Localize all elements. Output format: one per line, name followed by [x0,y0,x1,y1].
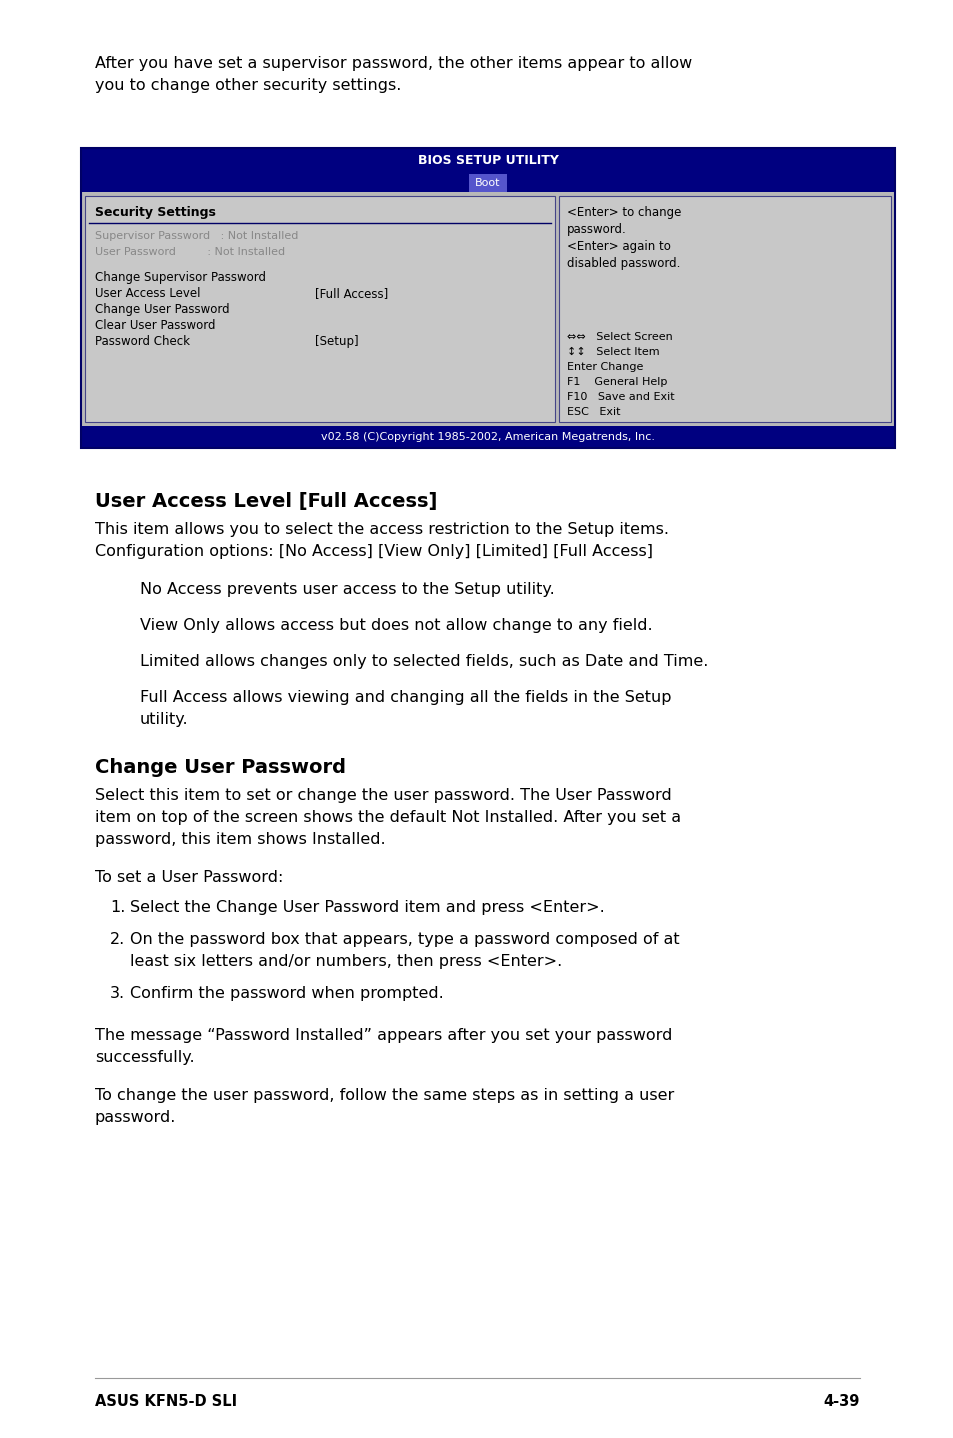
Text: Configuration options: [No Access] [View Only] [Limited] [Full Access]: Configuration options: [No Access] [View… [95,544,652,559]
Text: Security Settings: Security Settings [95,206,215,219]
Text: 3.: 3. [110,986,125,1001]
Text: disabled password.: disabled password. [566,257,679,270]
Text: This item allows you to select the access restriction to the Setup items.: This item allows you to select the acces… [95,522,668,536]
Text: Change User Password: Change User Password [95,758,346,777]
Text: v02.58 (C)Copyright 1985-2002, American Megatrends, Inc.: v02.58 (C)Copyright 1985-2002, American … [320,431,655,441]
Text: Select this item to set or change the user password. The User Password: Select this item to set or change the us… [95,788,671,802]
Text: F10   Save and Exit: F10 Save and Exit [566,393,674,403]
Text: Limited allows changes only to selected fields, such as Date and Time.: Limited allows changes only to selected … [140,654,708,669]
Text: After you have set a supervisor password, the other items appear to allow: After you have set a supervisor password… [95,56,692,70]
Text: Enter Change: Enter Change [566,362,642,372]
Text: Select the Change User Password item and press <Enter>.: Select the Change User Password item and… [130,900,604,915]
Text: password.: password. [95,1110,176,1125]
Text: ⇔⇔   Select Screen: ⇔⇔ Select Screen [566,332,672,342]
Text: ↕↕   Select Item: ↕↕ Select Item [566,347,659,357]
Text: Full Access allows viewing and changing all the fields in the Setup: Full Access allows viewing and changing … [140,690,671,705]
Text: ASUS KFN5-D SLI: ASUS KFN5-D SLI [95,1393,237,1409]
Text: F1    General Help: F1 General Help [566,377,667,387]
Text: User Access Level: User Access Level [95,288,200,301]
Text: Supervisor Password   : Not Installed: Supervisor Password : Not Installed [95,232,298,242]
Text: <Enter> again to: <Enter> again to [566,240,670,253]
Text: [Setup]: [Setup] [314,335,358,348]
Text: [Full Access]: [Full Access] [314,288,388,301]
Bar [558,196,890,421]
Bar [81,148,894,449]
Text: On the password box that appears, type a password composed of at: On the password box that appears, type a… [130,932,679,948]
Text: View Only allows access but does not allow change to any field.: View Only allows access but does not all… [140,618,652,633]
Text: password.: password. [566,223,626,236]
Text: ESC   Exit: ESC Exit [566,407,619,417]
Text: The message “Password Installed” appears after you set your password: The message “Password Installed” appears… [95,1028,672,1043]
Bar [81,193,894,426]
Text: least six letters and/or numbers, then press <Enter>.: least six letters and/or numbers, then p… [130,953,561,969]
Text: <Enter> to change: <Enter> to change [566,206,680,219]
Text: 4-39: 4-39 [822,1393,859,1409]
Text: 1.: 1. [110,900,125,915]
Text: To set a User Password:: To set a User Password: [95,870,283,884]
Bar [81,148,894,174]
Text: you to change other security settings.: you to change other security settings. [95,78,401,93]
Text: utility.: utility. [140,712,189,728]
Text: item on top of the screen shows the default Not Installed. After you set a: item on top of the screen shows the defa… [95,810,680,825]
Text: Clear User Password: Clear User Password [95,319,215,332]
Text: successfully.: successfully. [95,1050,194,1066]
Text: Password Check: Password Check [95,335,190,348]
Text: password, this item shows Installed.: password, this item shows Installed. [95,833,385,847]
Text: Confirm the password when prompted.: Confirm the password when prompted. [130,986,443,1001]
Bar [81,174,894,193]
Bar [469,174,506,193]
Text: BIOS SETUP UTILITY: BIOS SETUP UTILITY [417,154,558,167]
Bar [85,196,555,421]
Text: Change Supervisor Password: Change Supervisor Password [95,270,266,283]
Text: User Access Level [Full Access]: User Access Level [Full Access] [95,492,436,510]
Text: No Access prevents user access to the Setup utility.: No Access prevents user access to the Se… [140,582,554,597]
Text: Boot: Boot [475,178,500,188]
Text: User Password         : Not Installed: User Password : Not Installed [95,247,285,257]
Text: To change the user password, follow the same steps as in setting a user: To change the user password, follow the … [95,1089,674,1103]
Text: Change User Password: Change User Password [95,303,230,316]
Bar [81,426,894,449]
Text: 2.: 2. [110,932,125,948]
